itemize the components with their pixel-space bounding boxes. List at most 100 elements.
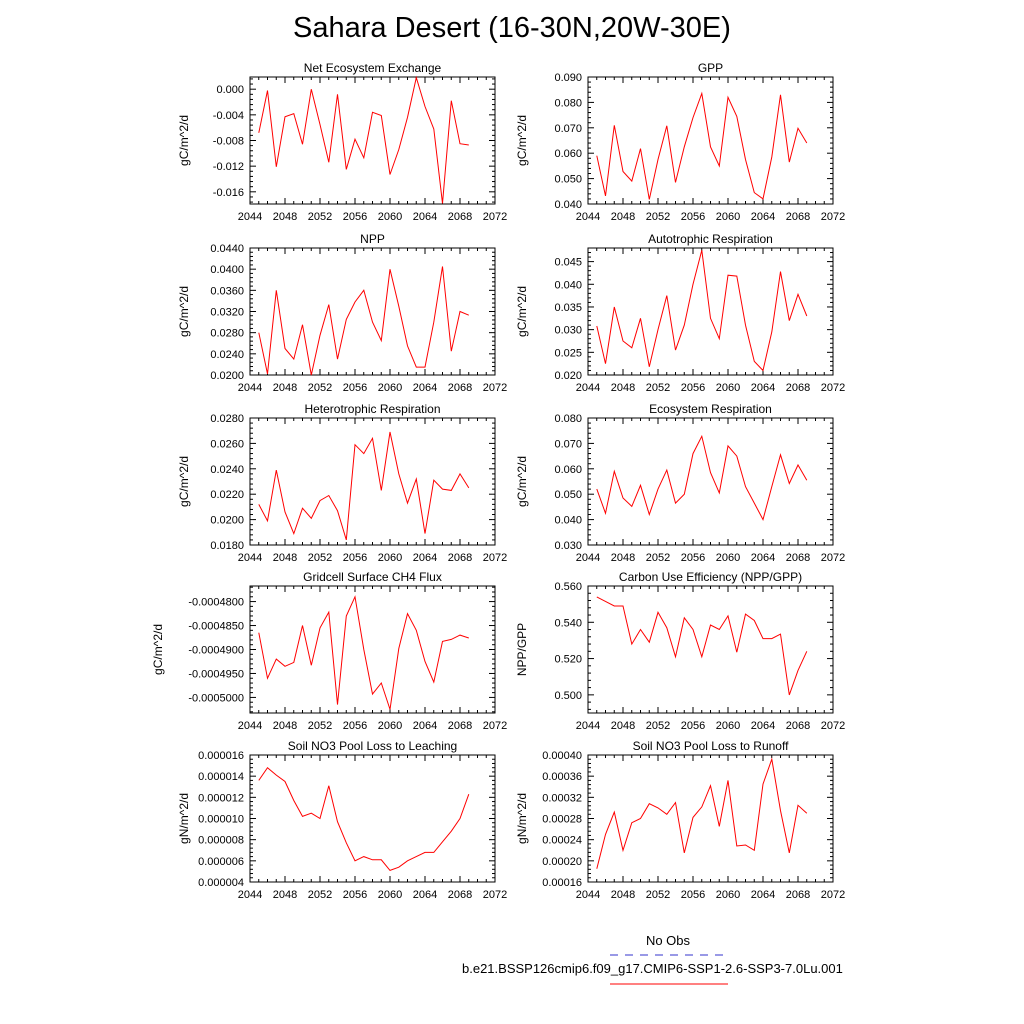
x-tick-label: 2060 [716, 382, 740, 394]
panel-title: Soil NO3 Pool Loss to Leaching [288, 739, 457, 753]
panel-6: Ecosystem Respiration gC/m^2/d 2044 2048 205… [515, 402, 845, 564]
x-tick-label: 2048 [273, 211, 297, 223]
y-tick-label: 0.000004 [198, 877, 244, 889]
y-axis-label: gN/m^2/d [177, 793, 191, 844]
x-tick-label: 2064 [413, 889, 437, 901]
y-tick-label: 0.0260 [210, 438, 244, 450]
x-tick-label: 2064 [413, 720, 437, 732]
y-tick-label: 0.020 [554, 370, 582, 382]
series-line [596, 596, 808, 696]
series-line [596, 757, 808, 869]
x-tick-label: 2072 [483, 889, 507, 901]
y-tick-label: -0.0005000 [188, 692, 244, 704]
x-tick-label: 2064 [751, 382, 775, 394]
x-tick-label: 2056 [343, 720, 367, 732]
x-tick-label: 2048 [611, 720, 635, 732]
y-tick-label: 0.540 [554, 617, 582, 629]
x-tick-label: 2044 [238, 552, 262, 564]
y-axis-label: gC/m^2/d [177, 456, 191, 507]
panel-title: Heterotrophic Respiration [304, 402, 440, 416]
x-tick-label: 2056 [681, 211, 705, 223]
y-tick-label: 0.0200 [210, 370, 244, 382]
y-tick-label: -0.0004800 [188, 597, 244, 609]
x-tick-label: 2072 [483, 211, 507, 223]
y-tick-label: -0.0004850 [188, 621, 244, 633]
y-axis-label: gC/m^2/d [177, 115, 191, 166]
y-axis-label: gC/m^2/d [151, 624, 165, 675]
x-tick-label: 2048 [611, 552, 635, 564]
x-tick-label: 2044 [576, 211, 600, 223]
legend-obs-label: No Obs [645, 933, 691, 948]
y-tick-label: 0.030 [554, 540, 582, 552]
y-tick-label: 0.0360 [210, 285, 244, 297]
series-line [596, 434, 808, 521]
x-tick-label: 2052 [308, 382, 332, 394]
x-tick-label: 2064 [413, 382, 437, 394]
y-tick-label: 0.080 [554, 413, 582, 425]
panel-title: Ecosystem Respiration [649, 402, 772, 416]
y-tick-label: 0.035 [554, 302, 582, 314]
y-tick-label: 0.050 [554, 489, 582, 501]
y-tick-label: 0.00040 [542, 750, 582, 762]
x-tick-label: 2044 [238, 720, 262, 732]
x-tick-label: 2068 [786, 552, 810, 564]
y-tick-label: 0.0220 [210, 489, 244, 501]
series-line [258, 766, 470, 871]
x-tick-label: 2052 [308, 720, 332, 732]
y-tick-label: 0.00036 [542, 771, 582, 783]
y-axis-label: gC/m^2/d [515, 286, 529, 337]
x-tick-label: 2064 [413, 211, 437, 223]
x-tick-label: 2060 [378, 720, 402, 732]
y-tick-label: 0.000016 [198, 750, 244, 762]
y-tick-label: 0.0180 [210, 540, 244, 552]
x-tick-label: 2048 [273, 382, 297, 394]
panel-10: Soil NO3 Pool Loss to Runoff gN/m^2/d 2044… [515, 739, 845, 901]
y-tick-label: -0.016 [213, 187, 244, 199]
y-tick-label: -0.008 [213, 136, 244, 148]
y-tick-label: 0.0320 [210, 307, 244, 319]
y-tick-label: -0.012 [213, 161, 244, 173]
panel-title: Gridcell Surface CH4 Flux [303, 570, 442, 584]
x-tick-label: 2044 [238, 211, 262, 223]
x-tick-label: 2064 [751, 720, 775, 732]
panel-title: Carbon Use Efficiency (NPP/GPP) [619, 570, 802, 584]
x-tick-label: 2048 [611, 211, 635, 223]
x-tick-label: 2060 [378, 552, 402, 564]
x-tick-label: 2060 [716, 720, 740, 732]
x-tick-label: 2068 [786, 382, 810, 394]
panel-title: Soil NO3 Pool Loss to Runoff [633, 739, 790, 753]
x-tick-label: 2068 [448, 889, 472, 901]
x-tick-label: 2072 [483, 720, 507, 732]
y-tick-label: 0.080 [554, 97, 582, 109]
x-tick-label: 2060 [716, 889, 740, 901]
x-tick-label: 2048 [273, 889, 297, 901]
page-title: Sahara Desert (16-30N,20W-30E) [293, 12, 731, 44]
series-line [258, 266, 469, 376]
y-tick-label: 0.0240 [210, 349, 244, 361]
x-tick-label: 2044 [576, 720, 600, 732]
x-tick-label: 2072 [821, 720, 845, 732]
y-tick-label: 0.070 [554, 438, 582, 450]
y-tick-label: 0.000 [216, 84, 244, 96]
x-tick-label: 2064 [751, 211, 775, 223]
x-tick-label: 2060 [378, 211, 402, 223]
y-axis-label: NPP/GPP [515, 623, 529, 676]
x-tick-label: 2048 [273, 720, 297, 732]
x-tick-label: 2052 [308, 889, 332, 901]
y-tick-label: 0.0240 [210, 464, 244, 476]
y-tick-label: 0.500 [554, 690, 582, 702]
x-tick-label: 2072 [821, 211, 845, 223]
y-tick-label: 0.045 [554, 257, 582, 269]
y-tick-label: 0.060 [554, 148, 582, 160]
x-tick-label: 2044 [576, 889, 600, 901]
panel-2: GPP gC/m^2/d 2044 2048 2052 2056 2060 2064 2068 2… [515, 61, 845, 223]
y-tick-label: 0.000006 [198, 856, 244, 868]
series-line [596, 91, 808, 200]
x-tick-label: 2056 [343, 211, 367, 223]
series-line [258, 595, 469, 710]
x-tick-label: 2068 [786, 889, 810, 901]
panel-title: GPP [698, 61, 723, 75]
series-line [258, 431, 470, 541]
x-tick-label: 2056 [681, 889, 705, 901]
